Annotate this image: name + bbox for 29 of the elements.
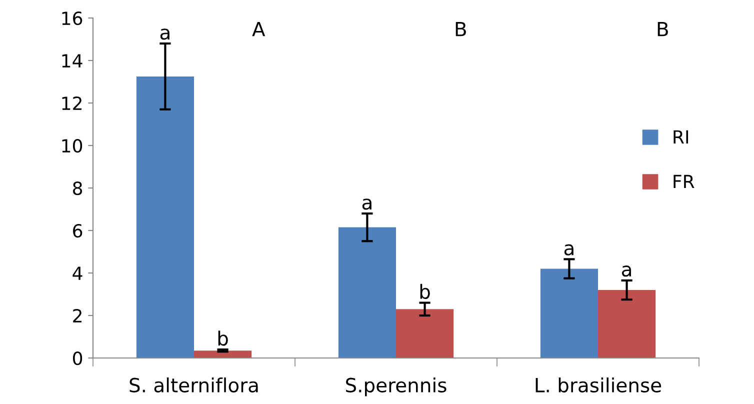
y-tick-label: 2 [73,308,82,322]
bar [338,227,396,358]
data-label: a [160,28,170,40]
legend-label: RI [674,130,688,144]
y-tick-label: 6 [73,224,82,238]
x-tick-label: L. brasiliense [536,377,662,392]
bar [598,290,656,358]
data-label: a [622,266,631,277]
annotation: B [658,22,668,36]
bar [396,309,454,358]
y-tick-label: 12 [62,96,82,110]
y-tick-label: 14 [62,54,82,68]
bar [136,76,194,358]
y-tick-label: 0 [72,351,82,366]
y-tick-label: 4 [72,266,82,280]
data-label: b [420,284,430,299]
annotation: B [456,22,466,36]
data-label: a [564,244,574,256]
bar [540,268,598,358]
y-tick-label: 8 [73,181,82,196]
y-tick-label: 16 [62,11,82,26]
x-tick-label: S. alterniflora [130,377,258,392]
x-tick-label: S.perennis [346,377,446,396]
legend-label: FR [674,174,694,188]
bar [194,350,252,358]
data-label: b [218,330,228,346]
annotation: A [252,22,266,36]
y-tick-label: 10 [62,138,82,153]
data-label: a [362,198,372,210]
